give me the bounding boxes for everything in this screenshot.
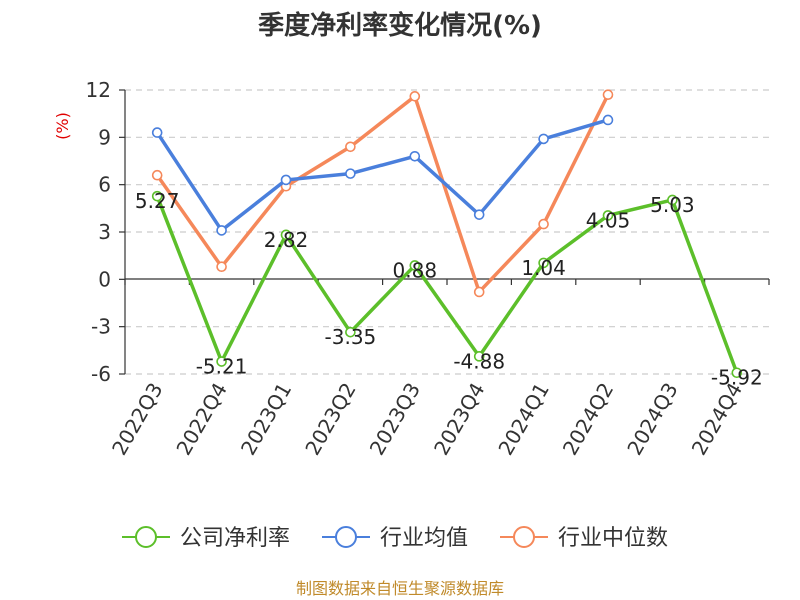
- data-label: -5.92: [711, 366, 763, 390]
- data-point-0: [538, 257, 549, 269]
- y-tick-label: -3: [91, 315, 111, 339]
- chart-title: 季度净利率变化情况(%): [258, 10, 542, 41]
- legend: 公司净利率 行业均值 行业中位数: [122, 526, 668, 551]
- x-tick-label: 2022Q4: [171, 379, 231, 460]
- data-point-0: [151, 190, 163, 202]
- series-line-0: [155, 194, 739, 375]
- data-point-0: [345, 326, 356, 338]
- legend-marker-1: [335, 526, 357, 548]
- data-point-1: [280, 174, 292, 186]
- series-layer: [151, 89, 743, 379]
- data-point-1: [151, 127, 163, 138]
- data-label: -4.88: [453, 349, 505, 373]
- series-line-1: [155, 118, 610, 233]
- legend-label-1: 行业均值: [380, 526, 468, 551]
- data-label: 5.27: [135, 189, 180, 213]
- data-label: -3.35: [325, 325, 377, 349]
- data-point-0: [473, 351, 485, 362]
- x-tick-label: 2023Q3: [365, 379, 425, 460]
- data-point-0: [409, 260, 421, 271]
- x-tick-label: 2022Q3: [107, 379, 167, 460]
- data-point-1: [345, 168, 356, 179]
- x-tick-label: 2024Q3: [622, 379, 682, 460]
- data-point-2: [151, 169, 163, 181]
- x-tick-label: 2023Q2: [300, 379, 360, 460]
- data-label: 2.82: [264, 228, 309, 252]
- data-point-0: [667, 194, 678, 206]
- series-line-2: [155, 92, 610, 294]
- data-point-0: [731, 367, 743, 379]
- data-label: -5.21: [196, 355, 248, 379]
- data-point-1: [538, 133, 549, 145]
- x-tick-label: 2024Q4: [687, 379, 747, 460]
- y-axis-unit: (%): [53, 112, 72, 140]
- source-note: 制图数据来自恒生聚源数据库: [296, 579, 504, 598]
- data-point-0: [280, 229, 292, 241]
- data-point-1: [602, 114, 614, 126]
- y-tick-label: 0: [98, 267, 111, 291]
- data-label-layer: 5.27 -5.21 2.82 -3.35 0.88 -4.88 1.04 4.05 5.03 -…: [135, 189, 763, 390]
- data-point-2: [216, 261, 227, 273]
- data-point-2: [409, 91, 421, 102]
- legend-marker-2: [513, 526, 535, 548]
- y-tick-label: -6: [91, 362, 111, 386]
- y-tick-label: 12: [86, 78, 111, 102]
- y-tick-label: 6: [98, 173, 111, 197]
- data-point-2: [602, 89, 614, 101]
- legend-label-2: 行业中位数: [558, 526, 668, 551]
- data-point-0: [216, 356, 227, 367]
- data-point-2: [345, 141, 356, 153]
- data-label: 0.88: [393, 258, 438, 282]
- data-point-0: [602, 210, 614, 221]
- data-label: 1.04: [521, 256, 566, 280]
- data-label: 4.05: [586, 208, 631, 232]
- data-point-1: [216, 225, 227, 236]
- x-tick-label: 2024Q1: [493, 379, 553, 460]
- y-tick-label: 9: [98, 125, 111, 149]
- x-tick-label: 2024Q2: [558, 379, 618, 460]
- data-point-1: [473, 209, 485, 220]
- data-point-1: [409, 150, 421, 162]
- legend-label-0: 公司净利率: [180, 526, 290, 551]
- legend-marker-0: [135, 526, 157, 548]
- y-tick-label: 3: [98, 220, 111, 244]
- x-tick-label: 2023Q4: [429, 379, 489, 460]
- x-tick-label: 2023Q1: [236, 379, 296, 460]
- data-point-2: [473, 286, 485, 298]
- data-label: 5.03: [650, 193, 695, 217]
- data-point-2: [538, 218, 549, 230]
